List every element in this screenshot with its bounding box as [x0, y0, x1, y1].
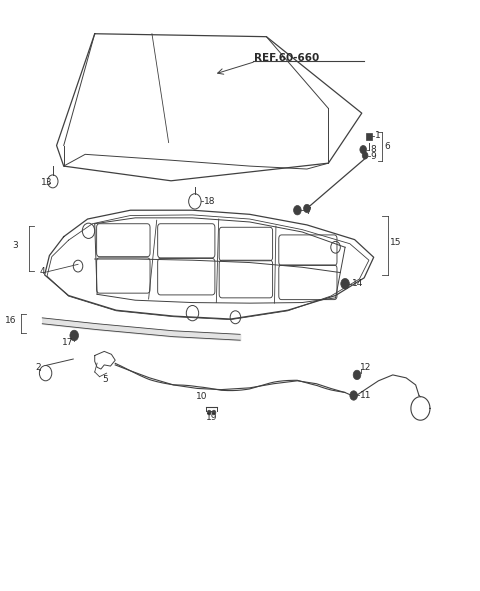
Text: 18: 18 [204, 197, 216, 206]
Text: 8: 8 [370, 145, 376, 154]
Circle shape [303, 204, 310, 213]
Text: 7: 7 [305, 207, 311, 216]
Text: 9: 9 [371, 151, 377, 161]
Text: 19: 19 [206, 413, 217, 423]
Circle shape [207, 410, 211, 415]
Circle shape [70, 330, 79, 341]
Circle shape [212, 410, 216, 415]
Text: 3: 3 [12, 241, 18, 250]
Bar [366, 134, 372, 140]
Text: 2: 2 [35, 363, 41, 372]
Text: 1: 1 [375, 131, 381, 140]
Circle shape [341, 278, 349, 289]
Text: 15: 15 [390, 238, 402, 247]
Text: 6: 6 [384, 142, 390, 151]
Text: 16: 16 [4, 316, 16, 324]
Text: REF.60-660: REF.60-660 [254, 53, 320, 63]
Circle shape [350, 391, 358, 400]
Text: 5: 5 [102, 375, 108, 384]
Circle shape [362, 152, 368, 159]
Text: 17: 17 [62, 338, 73, 347]
Circle shape [353, 370, 361, 379]
Text: 14: 14 [352, 279, 363, 288]
Circle shape [294, 206, 301, 215]
Text: 11: 11 [360, 391, 372, 400]
Text: 13: 13 [41, 178, 52, 187]
Text: 12: 12 [360, 363, 372, 372]
Text: 4: 4 [40, 268, 46, 277]
Text: 10: 10 [196, 392, 208, 401]
Circle shape [360, 145, 367, 154]
